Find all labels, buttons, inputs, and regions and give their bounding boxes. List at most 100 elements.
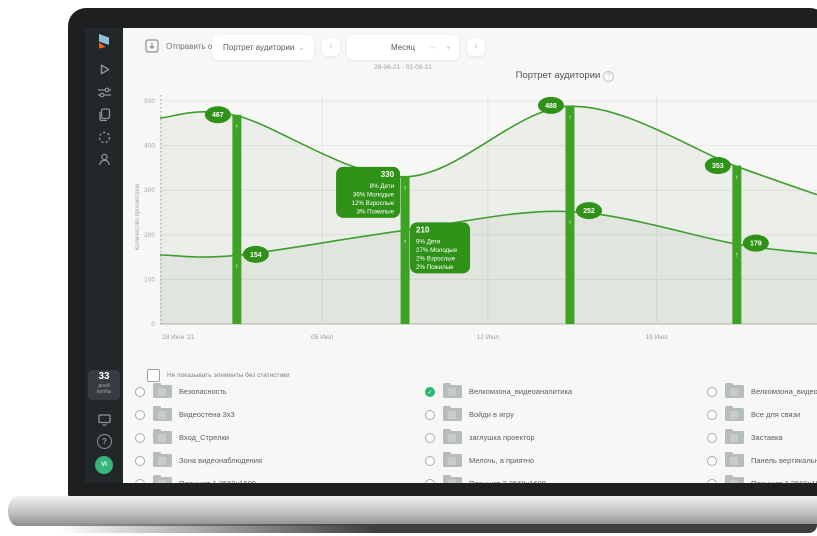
list-item[interactable]: Планшет 1 2560x1600 — [135, 474, 375, 483]
report-type-select[interactable]: Портрет аудитории ⌄ — [212, 35, 314, 60]
list-item[interactable]: Планшет 3 2560x1600 — [707, 474, 817, 483]
radio-unchecked[interactable] — [707, 433, 717, 443]
svg-text:↑: ↑ — [235, 263, 239, 270]
list-item-label: Видеостена 3x3 — [179, 410, 235, 419]
app-logo-icon[interactable] — [95, 33, 113, 57]
marker-badge — [242, 245, 269, 263]
svg-text:↑: ↑ — [403, 238, 407, 245]
radio-unchecked[interactable] — [135, 456, 145, 466]
radio-unchecked[interactable] — [135, 410, 145, 420]
zoom-in-button[interactable]: + — [446, 43, 451, 52]
svg-text:12% Взрослые: 12% Взрослые — [352, 200, 395, 207]
y-tick: 200 — [144, 232, 155, 239]
folder-icon — [725, 428, 744, 444]
svg-text:↑: ↑ — [568, 220, 572, 227]
audience-chart[interactable]: 0 100 200 300 400 500 ↑ ↑ 467 154 ↑ ↑ 330 8% Дети36% … — [144, 95, 817, 347]
radio-unchecked[interactable] — [707, 387, 717, 397]
series-area — [160, 106, 817, 324]
next-period-button[interactable]: › — [467, 38, 485, 56]
dashed-circle-icon[interactable] — [97, 130, 112, 145]
marker-bar — [732, 165, 742, 324]
info-icon[interactable]: ? — [603, 71, 615, 82]
svg-text:↑: ↑ — [735, 175, 739, 182]
x-tick: 19 Июл — [646, 334, 668, 341]
radio-unchecked[interactable] — [135, 479, 145, 483]
hide-empty-checkbox[interactable] — [147, 369, 160, 382]
radio-unchecked[interactable] — [425, 433, 435, 443]
list-item-label: Мелочь, а приятно — [469, 456, 535, 465]
list-item[interactable]: Зона видеонаблюдения — [135, 451, 375, 470]
x-tick: 28 Июн '21 — [162, 334, 195, 341]
date-range: 28-06-21 - 01-08-21 — [374, 64, 432, 71]
y-tick: 500 — [144, 98, 155, 105]
list-item-label: заглушка проектор — [469, 433, 535, 442]
radio-unchecked[interactable] — [425, 410, 435, 420]
list-item-label: Велкомзона_видеоаналитика — [751, 387, 817, 396]
play-icon[interactable] — [97, 62, 112, 77]
list-item[interactable]: Заставка — [707, 428, 817, 447]
folder-icon — [443, 382, 462, 398]
hide-empty-filter[interactable]: Не показывать элементы без статистики — [147, 369, 290, 382]
documents-icon[interactable] — [97, 107, 112, 122]
send-report-button[interactable]: Отправить отчёт — [166, 42, 229, 51]
svg-text:330: 330 — [381, 170, 395, 179]
list-item[interactable]: ✓ Велкомзона_видеоаналитика — [425, 382, 665, 401]
list-item-label: Безопасность — [179, 387, 227, 396]
folder-icon — [725, 405, 744, 421]
list-item-label: Войди в игру — [469, 410, 514, 419]
series-area — [160, 211, 817, 324]
send-report-icon[interactable] — [145, 39, 159, 53]
y-tick: 400 — [144, 143, 155, 150]
list-item-label: Планшет 1 2560x1600 — [179, 479, 256, 483]
radio-unchecked[interactable] — [707, 456, 717, 466]
radio-unchecked[interactable] — [135, 433, 145, 443]
marker-bar — [400, 175, 410, 324]
list-item[interactable]: Войди в игру — [425, 405, 665, 424]
folder-icon — [725, 382, 744, 398]
svg-text:↑: ↑ — [235, 124, 239, 131]
list-item[interactable]: Все для связи — [707, 405, 817, 424]
trial-days-badge[interactable]: 33 дней пробы — [88, 370, 120, 400]
list-item[interactable]: заглушка проектор — [425, 428, 665, 447]
svg-text:467: 467 — [212, 112, 224, 119]
y-tick: 300 — [144, 187, 155, 194]
person-icon[interactable] — [97, 152, 112, 167]
list-item-label: Велкомзона_видеоаналитика — [469, 387, 573, 396]
list-item[interactable]: Вход_Стрелки — [135, 428, 375, 447]
svg-text:3% Пожилые: 3% Пожилые — [356, 208, 394, 215]
avatar[interactable]: VI — [95, 456, 113, 474]
folder-icon — [153, 428, 172, 444]
list-item[interactable]: Безопасность — [135, 382, 375, 401]
list-item[interactable]: Мелочь, а приятно — [425, 451, 665, 470]
monitor-icon[interactable] — [97, 412, 112, 427]
svg-text:488: 488 — [545, 103, 557, 110]
list-item[interactable]: Панель вертикальная внутр — [707, 451, 817, 470]
marker-bar — [232, 114, 242, 324]
list-item-label: Панель вертикальная внутр — [751, 456, 817, 465]
radio-unchecked[interactable] — [135, 387, 145, 397]
marker-badge — [204, 106, 231, 124]
radio-unchecked[interactable] — [707, 410, 717, 420]
period-pill[interactable]: Месяц – + — [347, 35, 459, 60]
svg-text:↑: ↑ — [568, 114, 572, 121]
prev-period-button[interactable]: ‹ — [322, 38, 340, 56]
trial-days-count: 33 — [98, 371, 110, 382]
radio-unchecked[interactable] — [425, 479, 435, 483]
folder-icon — [153, 405, 172, 421]
list-item-label: Заставка — [751, 433, 783, 442]
list-item[interactable]: Планшет 2 2560x1600 — [425, 474, 665, 483]
svg-text:179: 179 — [750, 241, 762, 248]
folder-icon — [153, 382, 172, 398]
help-icon[interactable]: ? — [97, 434, 112, 449]
zoom-out-button[interactable]: – — [430, 43, 435, 52]
radio-unchecked[interactable] — [707, 479, 717, 483]
sliders-icon[interactable] — [97, 85, 112, 100]
svg-text:210: 210 — [416, 225, 430, 234]
laptop-base-shadow — [58, 524, 817, 533]
radio-checked[interactable]: ✓ — [425, 387, 435, 397]
list-item[interactable]: Велкомзона_видеоаналитика — [707, 382, 817, 401]
list-item[interactable]: Видеостена 3x3 — [135, 405, 375, 424]
svg-text:9% Дети: 9% Дети — [416, 238, 441, 245]
radio-unchecked[interactable] — [425, 456, 435, 466]
